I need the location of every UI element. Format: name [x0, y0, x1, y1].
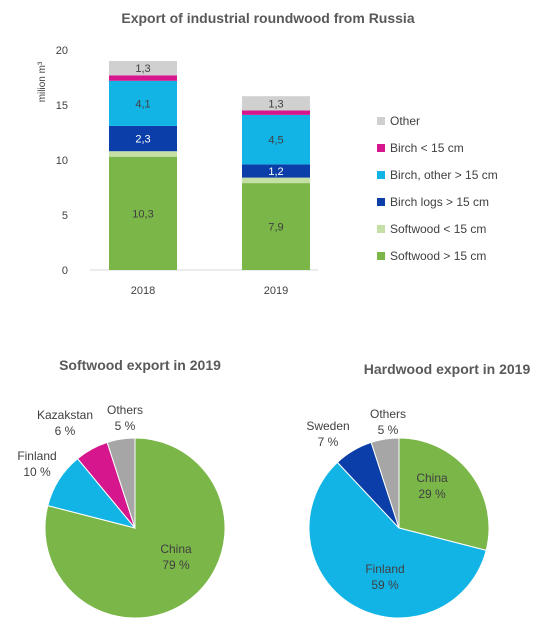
- y-tick-label: 15: [56, 100, 68, 112]
- pie-slice-finland: [308, 461, 487, 619]
- bar-stacks: 10,3 2,3 4,1 1,3 7,9 1,2 4,5 1,3: [109, 61, 310, 270]
- bar-chart-title: Export of industrial roundwood from Russ…: [121, 10, 414, 26]
- pie-label-value-china: 79 %: [162, 558, 190, 572]
- y-tick-label: 5: [62, 210, 68, 222]
- pie-label-value-sweden: 7 %: [318, 435, 339, 449]
- y-ticks: 0 5 10 15 20: [56, 45, 68, 277]
- bar-segment-other-2019: [242, 96, 310, 111]
- legend-label-birch-logs-15-cm: Birch logs > 15 cm: [390, 195, 489, 209]
- pie-label-value-others: 5 %: [115, 419, 136, 433]
- bar-data-label: 7,9: [268, 222, 283, 234]
- legend-label-birch-15-cm: Birch < 15 cm: [390, 141, 464, 155]
- legend-swatch-birch-15-cm: [377, 144, 385, 152]
- pie-label-value-china: 29 %: [418, 487, 446, 501]
- bar-segment-birch-15-cm-2018: [109, 75, 177, 81]
- pie-label-name-kazakstan: Kazakstan: [37, 408, 93, 422]
- hardwood-pie-labels: China 29 % Finland 59 % Sweden 7 % Others 5 %: [306, 407, 448, 592]
- hardwood-pie-chart: Hardwood export in 2019 China 29 % Finland…: [306, 361, 531, 619]
- y-axis-label: milion m³: [37, 61, 48, 102]
- hardwood-pie-title: Hardwood export in 2019: [364, 361, 531, 377]
- legend-swatch-softwood-15-cm: [377, 225, 385, 233]
- bar-data-label: 2,3: [135, 134, 150, 146]
- pie-slice-china: [398, 437, 490, 551]
- bar-segment-birch-15-cm-2019: [242, 110, 310, 115]
- softwood-pie-title: Softwood export in 2019: [59, 357, 221, 373]
- pie-label-value-kazakstan: 6 %: [55, 424, 76, 438]
- pie-label-name-sweden: Sweden: [306, 419, 349, 433]
- pie-slice-others: [370, 437, 400, 529]
- bar-segment-birch-other-15-cm-2018: [109, 80, 177, 126]
- x-ticks: 2018 2019: [131, 285, 288, 297]
- bar-data-label: 10,3: [132, 208, 153, 220]
- pie-label-value-finland: 10 %: [23, 465, 51, 479]
- softwood-pie-slices: [44, 437, 226, 619]
- pie-label-name-finland: Finland: [17, 449, 56, 463]
- legend-swatch-birch-logs-15-cm: [377, 198, 385, 206]
- legend-label-other: Other: [390, 114, 420, 128]
- y-tick-label: 20: [56, 45, 68, 57]
- pie-label-name-finland: Finland: [365, 562, 404, 576]
- x-tick-label: 2019: [264, 285, 288, 297]
- bar-data-label: 1,2: [268, 166, 283, 178]
- bar-chart: Export of industrial roundwood from Russ…: [37, 10, 498, 297]
- bar-segment-birch-logs-15-cm-2018: [109, 125, 177, 152]
- pie-label-name-others: Others: [107, 403, 143, 417]
- pie-label-name-others: Others: [370, 407, 406, 421]
- legend: Other Birch < 15 cm Birch, other > 15 cm Bi…: [377, 114, 498, 263]
- bar-segment-birch-logs-15-cm-2019: [242, 164, 310, 178]
- softwood-pie-chart: Softwood export in 2019 China 79 % Finland…: [17, 357, 226, 619]
- legend-label-softwood-15-cm: Softwood > 15 cm: [390, 249, 486, 263]
- legend-swatch-other: [377, 117, 385, 125]
- hardwood-pie-slices: [308, 437, 490, 619]
- pie-label-value-others: 5 %: [378, 423, 399, 437]
- bar-segment-other-2018: [109, 61, 177, 76]
- legend-label-birch-other-15-cm: Birch, other > 15 cm: [390, 168, 498, 182]
- pie-label-name-china: China: [160, 542, 192, 556]
- bar-segment-softwood-15-cm-2019: [242, 183, 310, 270]
- bar-data-label: 4,5: [268, 135, 283, 147]
- pie-label-name-china: China: [416, 471, 448, 485]
- bar-data-label: 1,3: [135, 63, 150, 75]
- bar-data-label: 1,3: [268, 98, 283, 110]
- pie-slice-others: [106, 437, 136, 529]
- pie-label-value-finland: 59 %: [371, 578, 399, 592]
- bar-segment-softwood-15-cm-2019: [242, 177, 310, 184]
- bar-data-label: 4,1: [135, 98, 150, 110]
- legend-label-softwood-15-cm: Softwood < 15 cm: [390, 222, 486, 236]
- bar-segment-softwood-15-cm-2018: [109, 151, 177, 157]
- y-tick-label: 0: [62, 265, 68, 277]
- bar-segment-softwood-15-cm-2018: [109, 156, 177, 270]
- legend-swatch-softwood-15-cm: [377, 252, 385, 260]
- legend-swatch-birch-other-15-cm: [377, 171, 385, 179]
- x-tick-label: 2018: [131, 285, 155, 297]
- y-tick-label: 10: [56, 155, 68, 167]
- bar-segment-birch-other-15-cm-2019: [242, 114, 310, 165]
- softwood-pie-labels: China 79 % Finland 10 % Kazakstan 6 % Others 5 …: [17, 403, 192, 572]
